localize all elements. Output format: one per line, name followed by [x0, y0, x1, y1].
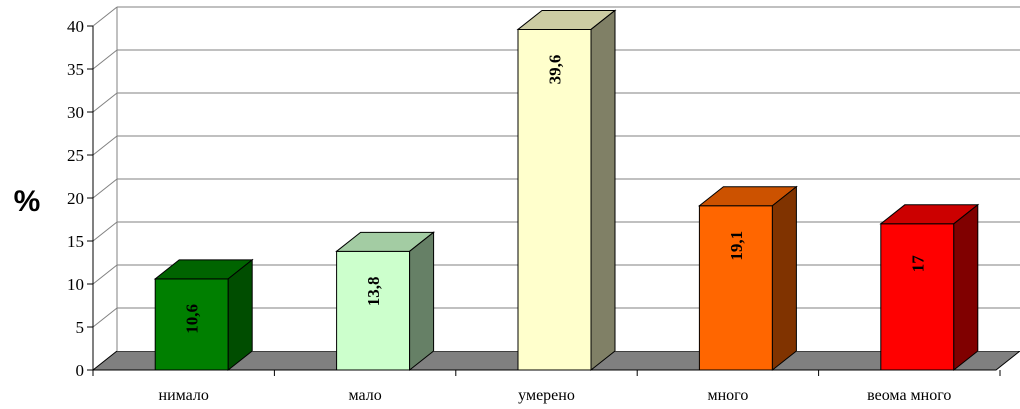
bar-side	[953, 203, 979, 372]
y-tick-label: 40	[67, 17, 84, 36]
x-category-label: веома много	[867, 387, 951, 404]
bar: 17	[879, 203, 980, 372]
y-tick-label: 10	[67, 275, 84, 294]
bar-side	[771, 185, 797, 372]
bar: 10,6	[153, 258, 254, 372]
bar-front	[880, 223, 955, 371]
gridline-side	[92, 178, 118, 199]
gridline-side	[92, 6, 118, 27]
data-label: 17	[908, 255, 927, 273]
gridline-side	[92, 92, 118, 113]
bar: 39,6	[516, 9, 617, 372]
gridline-side	[92, 264, 118, 285]
bar-front	[154, 278, 229, 371]
x-category-label: мало	[348, 387, 381, 404]
y-tick-label: 0	[76, 361, 85, 380]
bar: 19,1	[697, 185, 798, 372]
y-tick-label: 35	[67, 60, 84, 79]
data-label: 39,6	[546, 55, 565, 85]
data-label: 13,8	[364, 276, 383, 306]
bar-front	[698, 205, 773, 371]
bar-front	[336, 250, 411, 371]
bar-side	[590, 9, 616, 372]
x-category-label: много	[707, 387, 748, 404]
gridline-side	[92, 135, 118, 156]
x-category-label: нимало	[159, 387, 209, 404]
data-label: 10,6	[183, 304, 202, 334]
y-tick-labels: 0 5 10 15 20 25 30 35 40	[67, 17, 84, 380]
y-axis-label: %	[14, 185, 41, 218]
bar-side	[409, 231, 435, 372]
y-tick-label: 20	[67, 189, 84, 208]
y-tick-label: 15	[67, 232, 84, 251]
gridline-side	[92, 221, 118, 242]
bars: 10,6 13,8 39,6 19,1 17	[153, 9, 980, 372]
category-labels: нимало мало умерено много веома много	[159, 387, 952, 404]
bar-front	[517, 28, 592, 371]
gridline-side	[92, 49, 118, 70]
bar: 13,8	[335, 231, 436, 372]
y-tick-label: 5	[76, 318, 85, 337]
y-tick-label: 25	[67, 146, 84, 165]
bar-side	[227, 258, 253, 372]
data-label: 19,1	[727, 231, 746, 261]
y-tick-label: 30	[67, 103, 84, 122]
gridline-side	[92, 307, 118, 328]
x-category-label: умерено	[518, 387, 575, 404]
